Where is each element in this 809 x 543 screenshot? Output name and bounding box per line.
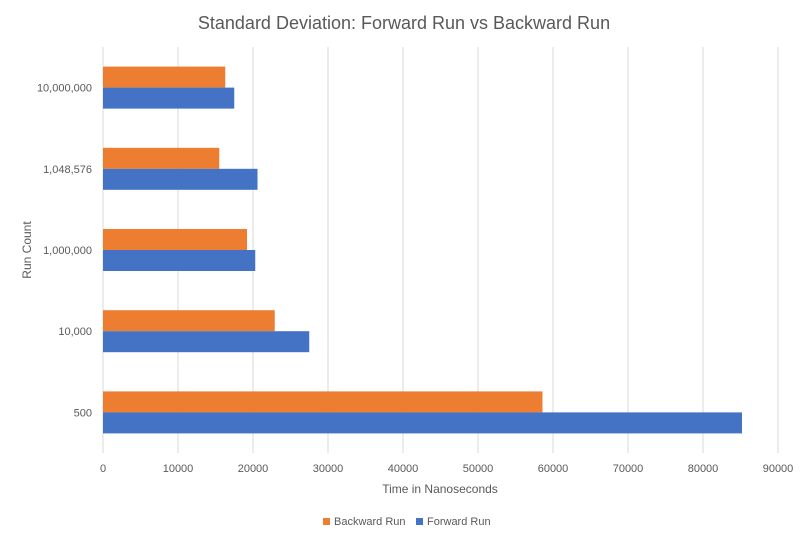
bar-forward-run bbox=[103, 168, 258, 190]
legend: Backward Run Forward Run bbox=[323, 516, 491, 528]
legend-swatch bbox=[323, 518, 330, 525]
bar-forward-run bbox=[103, 412, 742, 434]
x-tick-label: 90000 bbox=[763, 463, 794, 475]
bar-backward-run bbox=[103, 229, 247, 250]
x-tick-label: 0 bbox=[100, 463, 106, 475]
x-axis-label: Time in Nanoseconds bbox=[382, 482, 498, 496]
x-tick-label: 70000 bbox=[613, 463, 644, 475]
x-tick-label: 40000 bbox=[388, 463, 419, 475]
legend-swatch bbox=[416, 518, 423, 525]
y-tick-labels: 500 10,000 1,000,000 1,048,576 10,000,000 bbox=[37, 83, 92, 420]
x-tick-label: 80000 bbox=[688, 463, 719, 475]
y-tick-label: 10,000 bbox=[58, 326, 92, 338]
y-tick-label: 500 bbox=[74, 407, 92, 419]
legend-label: Forward Run bbox=[427, 516, 491, 528]
bar-forward-run bbox=[103, 87, 235, 109]
legend-label: Backward Run bbox=[334, 516, 406, 528]
y-tick-label: 1,048,576 bbox=[43, 164, 92, 176]
bar-forward-run bbox=[103, 250, 256, 271]
bar-backward-run bbox=[103, 66, 226, 88]
y-tick-label: 10,000,000 bbox=[37, 83, 92, 95]
bar-backward-run bbox=[103, 147, 220, 169]
x-tick-label: 30000 bbox=[313, 463, 344, 475]
x-tick-label: 60000 bbox=[538, 463, 569, 475]
gridlines bbox=[102, 47, 779, 453]
y-tick-label: 1,000,000 bbox=[43, 245, 92, 257]
bar-backward-run bbox=[103, 391, 543, 413]
chart-title: Standard Deviation: Forward Run vs Backw… bbox=[198, 13, 610, 33]
bar-backward-run bbox=[103, 310, 275, 332]
y-axis-label: Run Count bbox=[20, 221, 34, 279]
x-tick-label: 20000 bbox=[238, 463, 269, 475]
x-tick-labels: 0 10000 20000 30000 40000 50000 60000 70000 8000… bbox=[100, 463, 793, 475]
bar-forward-run bbox=[103, 331, 310, 353]
x-tick-label: 50000 bbox=[463, 463, 494, 475]
bars bbox=[103, 66, 742, 434]
x-tick-label: 10000 bbox=[163, 463, 194, 475]
